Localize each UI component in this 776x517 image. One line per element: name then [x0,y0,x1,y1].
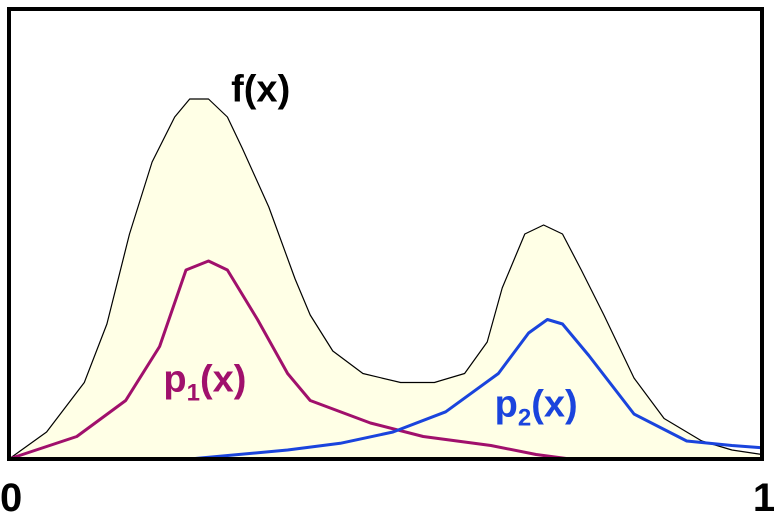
series-line-fx [8,98,763,460]
series-label-p1x: p1(x) [163,359,246,407]
series-label-p2x: p2(x) [495,383,578,431]
series-area-fx [9,99,762,459]
series-line-p1x [8,259,571,461]
series-label-fx: f(x) [231,68,290,110]
series-layer [8,98,763,461]
series-labels: f(x) p1(x) p2(x) [163,68,577,431]
plot-frame [7,7,764,461]
x-tick-label-0: 0 [0,476,22,517]
x-tick-label-1: 1 [753,476,775,517]
series-line-p2x [189,318,763,461]
